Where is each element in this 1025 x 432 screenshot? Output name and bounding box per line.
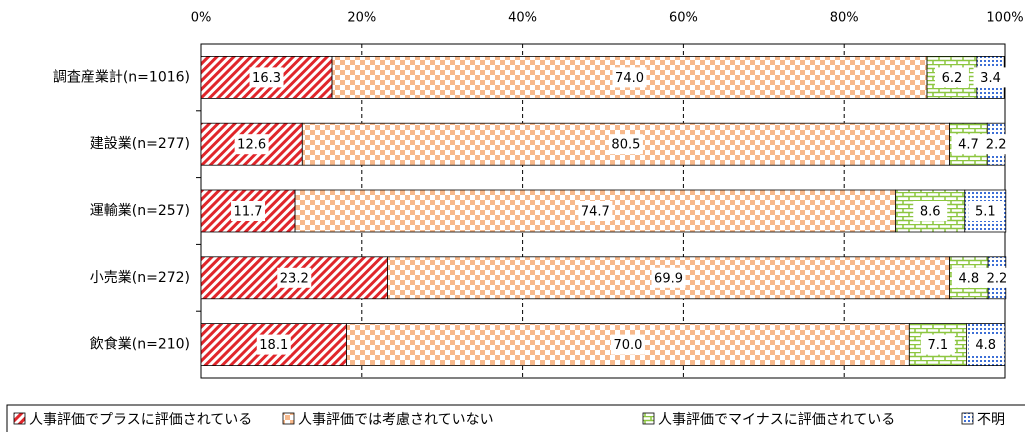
label-bg <box>578 201 613 221</box>
data-label: 18.1 <box>259 338 288 353</box>
data-label: 4.7 <box>958 138 979 153</box>
label-bg <box>651 267 686 288</box>
label-bg <box>968 334 1003 355</box>
data-label: 2.2 <box>986 138 1007 153</box>
data-label: 8.6 <box>920 205 941 220</box>
x-tick-label: 80% <box>830 11 859 26</box>
data-label: 11.7 <box>234 205 263 220</box>
label-bg <box>913 201 948 221</box>
label-bg <box>973 67 1008 88</box>
label-bg <box>277 267 312 288</box>
legend-marker <box>642 412 655 425</box>
label-bg <box>979 134 1014 155</box>
data-label: 80.5 <box>611 138 640 153</box>
legend-label: 人事評価でプラスに評価されている <box>29 412 252 428</box>
legend-label: 人事評価でマイナスに評価されている <box>658 412 895 428</box>
data-label: 70.0 <box>613 338 642 353</box>
label-bg <box>968 201 1003 221</box>
label-bg <box>612 67 647 88</box>
data-label: 3.4 <box>980 71 1001 86</box>
data-label: 7.1 <box>928 338 949 353</box>
label-bg <box>951 267 986 288</box>
data-label: 74.0 <box>615 71 644 86</box>
label-bg <box>951 134 986 155</box>
y-tick-label: 小売業(n=272) <box>90 270 190 286</box>
label-bg <box>610 334 645 355</box>
data-label: 4.8 <box>975 338 996 353</box>
label-bg <box>920 334 955 355</box>
legend-marker <box>13 412 26 425</box>
label-bg <box>256 334 291 355</box>
legend-marker <box>282 412 295 425</box>
x-tick-label: 60% <box>669 11 698 26</box>
legend-label: 人事評価では考慮されていない <box>298 412 494 428</box>
legend-marker <box>961 412 974 425</box>
data-label: 2.2 <box>987 271 1008 286</box>
label-bg <box>608 134 643 155</box>
y-tick-label: 建設業(n=277) <box>90 136 190 152</box>
legend-box <box>6 404 1025 432</box>
legend-label: 不明 <box>977 412 1005 428</box>
label-bg <box>934 67 969 88</box>
data-label: 16.3 <box>252 71 281 86</box>
x-tick-label: 0% <box>191 11 212 26</box>
label-bg <box>231 201 266 221</box>
data-label: 69.9 <box>654 271 683 286</box>
data-label: 6.2 <box>942 71 963 86</box>
y-tick-label: 飲食業(n=210) <box>90 336 190 353</box>
label-bg <box>249 67 284 88</box>
data-label: 5.1 <box>975 205 996 220</box>
x-tick-label: 20% <box>347 11 376 26</box>
x-tick-label: 40% <box>508 11 537 26</box>
data-label: 23.2 <box>280 271 309 286</box>
label-bg <box>979 267 1014 288</box>
y-tick-label: 調査産業計(n=1016) <box>53 69 190 85</box>
y-tick-label: 運輸業(n=257) <box>90 203 190 219</box>
data-label: 74.7 <box>581 205 610 220</box>
data-label: 12.6 <box>237 138 266 153</box>
label-bg <box>234 134 269 155</box>
x-tick-label: 100% <box>986 11 1023 26</box>
data-label: 4.8 <box>958 271 979 286</box>
